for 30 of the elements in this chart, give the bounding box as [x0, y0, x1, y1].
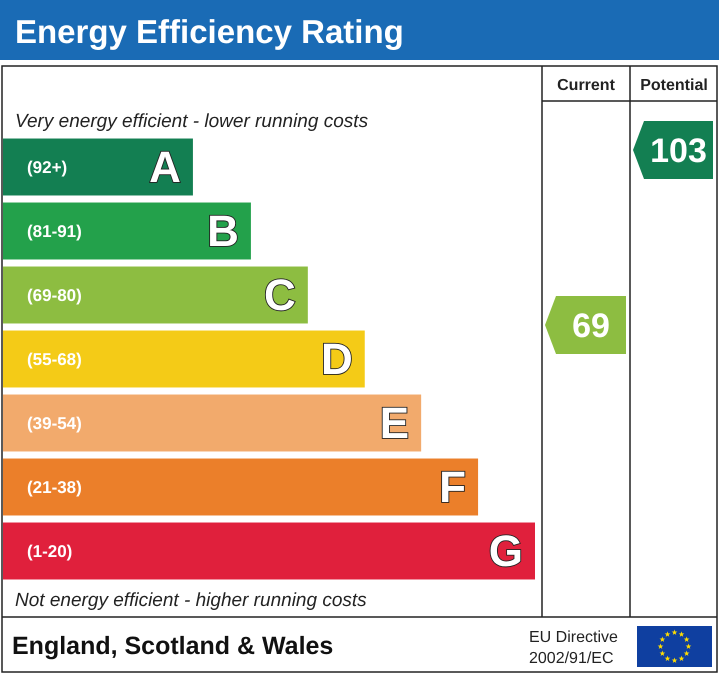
text: Very energy efficient - lower running costs [15, 111, 369, 132]
bar [3, 330, 365, 388]
text: 69 [572, 307, 610, 345]
bar [3, 394, 422, 452]
y-tick-label: D [320, 335, 353, 384]
bar [3, 202, 251, 260]
chart-title: Energy Efficiency Rating [15, 13, 404, 50]
y-tick-label: C [264, 271, 296, 320]
annotation: (81-91) [27, 222, 82, 241]
y-tick-label: F [439, 463, 466, 512]
text: England, Scotland & Wales [12, 632, 334, 660]
text: EU Directive 2002/91/EC [529, 629, 618, 667]
annotation: (92+) [27, 158, 68, 177]
y-tick-label: E [380, 399, 410, 448]
bar [3, 458, 478, 516]
text: Potential [640, 77, 708, 94]
annotation: (1-20) [27, 542, 72, 561]
annotation: (21-38) [27, 478, 82, 497]
y-tick-label: B [207, 207, 239, 256]
text: 103 [650, 132, 707, 170]
text: Not energy efficient - higher running costs [15, 590, 368, 611]
y-tick-label: A [149, 143, 181, 192]
y-tick-label: G [488, 527, 523, 576]
bar [3, 138, 193, 196]
annotation: (69-80) [27, 286, 82, 305]
bar [3, 266, 308, 324]
annotation: (39-54) [27, 414, 82, 433]
bar [3, 522, 535, 580]
annotation: (55-68) [27, 350, 82, 369]
text: Current [557, 77, 616, 94]
